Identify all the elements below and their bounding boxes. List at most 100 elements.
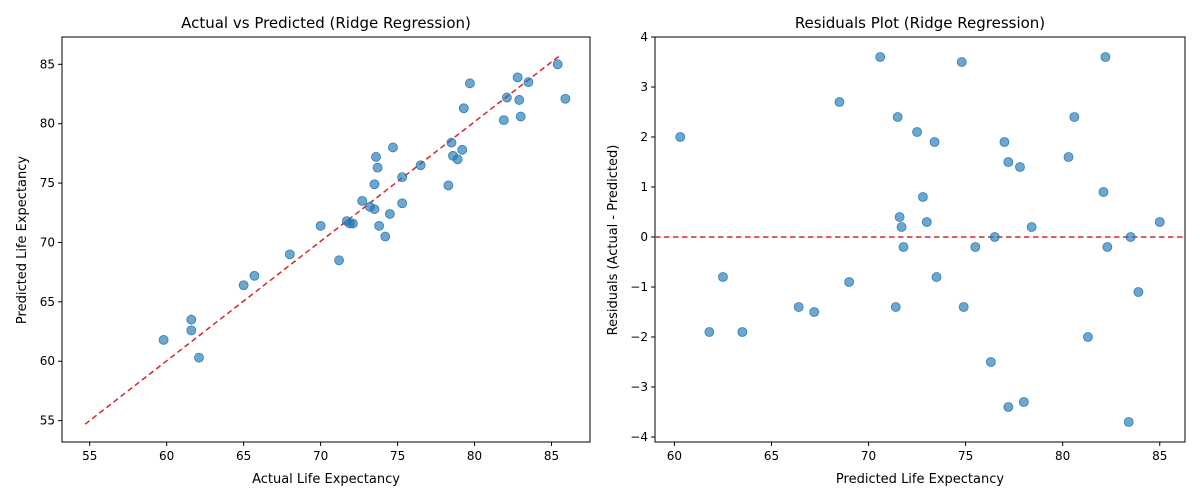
x-tick-label: 55	[82, 449, 97, 463]
data-point	[675, 132, 686, 142]
x-tick-label: 80	[467, 449, 482, 463]
data-point	[348, 218, 358, 229]
data-point	[415, 160, 426, 171]
y-tick-label: −1	[630, 280, 648, 294]
y-tick-label: 65	[40, 295, 55, 309]
data-point	[1125, 232, 1136, 242]
data-point	[1003, 157, 1014, 167]
data-point	[512, 72, 523, 83]
data-point	[896, 222, 907, 232]
plot-area	[654, 36, 1186, 443]
data-point	[956, 57, 967, 67]
data-point	[374, 220, 385, 231]
data-point	[186, 325, 197, 336]
y-tick-label: 55	[40, 414, 55, 428]
data-point	[1015, 162, 1025, 172]
data-point	[515, 111, 526, 122]
actual-vs-predicted-chart: Actual vs Predicted (Ridge Regression) 5…	[15, 14, 591, 487]
x-tick-label: 75	[958, 449, 973, 463]
data-point	[892, 112, 903, 122]
data-point	[809, 307, 820, 317]
data-point	[371, 152, 381, 162]
data-point	[397, 198, 408, 209]
data-point	[898, 242, 909, 252]
data-point	[737, 327, 748, 337]
x-axis-label: Predicted Life Expectancy	[836, 472, 1004, 487]
data-point	[465, 78, 475, 89]
data-point	[458, 103, 469, 114]
y-tick-label: 4	[640, 30, 648, 44]
data-point	[334, 255, 344, 266]
x-tick-label: 80	[1055, 449, 1070, 463]
data-point	[388, 142, 398, 153]
data-point	[452, 154, 463, 165]
data-point	[443, 180, 454, 191]
x-tick-label: 65	[764, 449, 779, 463]
data-point	[446, 137, 457, 148]
y-tick-label: 60	[40, 354, 55, 368]
data-point	[194, 352, 204, 363]
data-point	[384, 209, 395, 219]
y-tick-label: 2	[640, 130, 648, 144]
data-point	[844, 277, 855, 287]
y-tick-label: 0	[640, 230, 648, 244]
data-point	[999, 137, 1010, 147]
y-tick-label: 70	[40, 235, 55, 249]
data-point	[372, 162, 383, 173]
y-axis-label: Residuals (Actual - Predicted)	[606, 145, 621, 336]
x-tick-label: 70	[313, 449, 328, 463]
x-axis: 60 65 70 75 80 85	[667, 442, 1167, 463]
data-point	[1063, 152, 1074, 162]
data-point	[514, 95, 525, 105]
data-point	[552, 59, 563, 70]
data-point	[1026, 222, 1037, 232]
data-point	[958, 302, 969, 312]
chart-title: Actual vs Predicted (Ridge Regression)	[181, 14, 471, 32]
data-point	[894, 212, 905, 222]
data-point	[315, 220, 326, 231]
x-tick-label: 75	[390, 449, 405, 463]
data-point	[1102, 242, 1113, 252]
x-tick-label: 70	[861, 449, 876, 463]
data-point	[1098, 187, 1109, 197]
x-tick-label: 60	[667, 449, 682, 463]
data-point	[912, 127, 922, 137]
data-point	[523, 77, 534, 88]
x-tick-label: 85	[1152, 449, 1167, 463]
x-axis-label: Actual Life Expectancy	[252, 472, 400, 487]
y-tick-label: 80	[40, 117, 55, 131]
data-point	[1123, 417, 1134, 427]
y-tick-label: 85	[40, 57, 55, 71]
data-point	[238, 280, 249, 291]
chart-title: Residuals Plot (Ridge Regression)	[795, 14, 1045, 32]
data-point	[369, 179, 380, 190]
data-points	[675, 52, 1165, 427]
reference-line	[84, 55, 560, 425]
data-point	[834, 97, 845, 107]
data-point	[1100, 52, 1111, 62]
data-point	[158, 334, 169, 345]
data-point	[498, 115, 509, 126]
data-point	[1154, 217, 1165, 227]
data-point	[1069, 112, 1080, 122]
y-axis: −4 −3 −2 −1 0 1 2 3 4	[630, 30, 655, 444]
data-point	[918, 192, 928, 202]
data-point	[284, 249, 295, 260]
x-axis: 55 60 65 70 75 80 85	[82, 442, 559, 463]
y-axis: 55 60 65 70 75 80 85	[40, 57, 62, 428]
data-point	[249, 270, 260, 281]
data-points	[158, 59, 571, 363]
data-point	[1083, 332, 1093, 342]
data-point	[985, 357, 996, 367]
data-point	[921, 217, 932, 227]
data-point	[929, 137, 940, 147]
x-tick-label: 65	[236, 449, 251, 463]
data-point	[970, 242, 981, 252]
data-point	[186, 314, 197, 325]
data-point	[718, 272, 728, 282]
y-tick-label: −2	[630, 330, 648, 344]
data-point	[369, 204, 380, 215]
y-tick-label: 3	[640, 80, 648, 94]
y-tick-label: −3	[630, 380, 648, 394]
